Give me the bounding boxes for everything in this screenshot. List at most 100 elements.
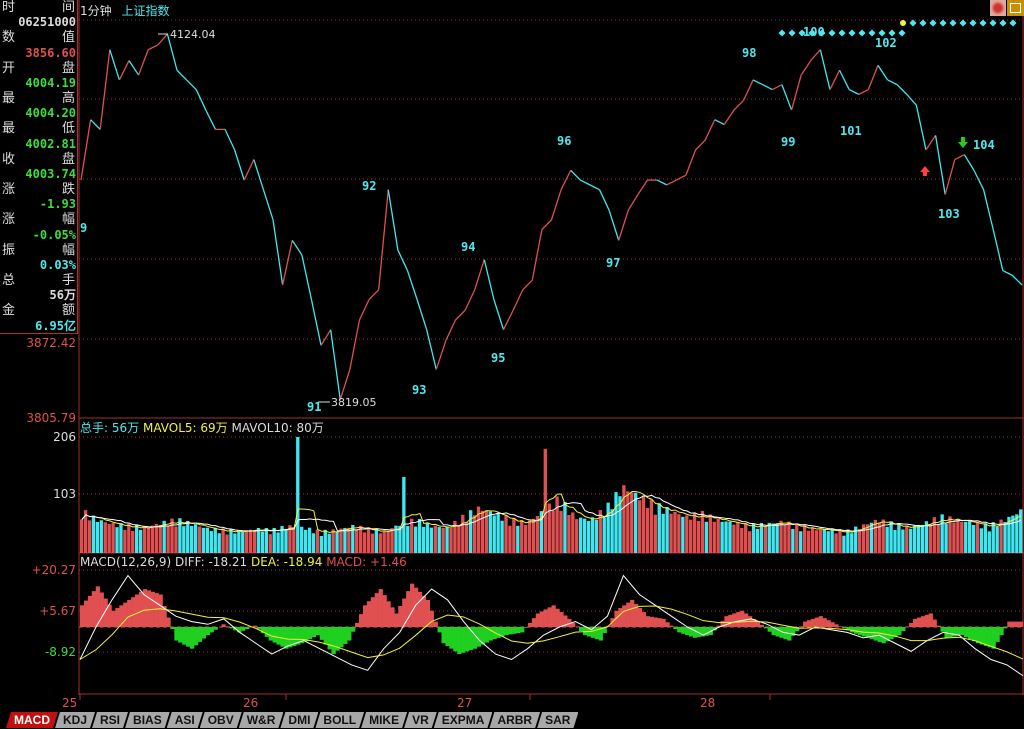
price-segment bbox=[973, 170, 985, 190]
volume-bar bbox=[406, 526, 410, 553]
tab-kdj[interactable]: KDJ bbox=[55, 712, 95, 728]
price-segment bbox=[829, 69, 841, 90]
tab-macd[interactable]: MACD bbox=[6, 712, 58, 728]
price-segment bbox=[310, 299, 322, 346]
volume-bar bbox=[468, 510, 473, 553]
macd-histogram-bar bbox=[1003, 627, 1008, 629]
signal-diamond bbox=[858, 29, 866, 37]
volume-bar bbox=[103, 522, 107, 553]
macd-histogram-bar bbox=[284, 627, 289, 649]
volume-bar bbox=[590, 517, 595, 553]
macd-histogram-bar bbox=[724, 616, 729, 627]
macd-histogram-bar bbox=[775, 627, 780, 637]
macd-histogram-bar bbox=[818, 616, 823, 627]
tab-boll[interactable]: BOLL bbox=[315, 712, 364, 728]
tab-arbr[interactable]: ARBR bbox=[489, 712, 540, 728]
macd-histogram-bar bbox=[123, 602, 128, 627]
volume-bar bbox=[288, 525, 292, 553]
macd-axis-label: +20.27 bbox=[31, 563, 76, 577]
volume-bar bbox=[916, 524, 921, 553]
macd-histogram-bar bbox=[618, 608, 623, 627]
volume-bar bbox=[928, 524, 933, 553]
macd-histogram-bar bbox=[131, 597, 136, 627]
volume-bar bbox=[850, 533, 854, 553]
tab-wr[interactable]: W&R bbox=[239, 712, 284, 728]
macd-histogram-bar bbox=[952, 627, 957, 637]
volume-bar bbox=[398, 525, 402, 553]
volume-bar bbox=[846, 529, 850, 553]
volume-bar bbox=[622, 485, 626, 553]
macd-histogram-bar bbox=[822, 618, 827, 627]
macd-histogram-bar bbox=[559, 612, 564, 627]
macd-histogram-bar bbox=[327, 627, 332, 650]
macd-histogram-bar bbox=[889, 627, 894, 640]
macd-histogram-bar bbox=[374, 593, 379, 627]
macd-histogram-bar bbox=[370, 597, 375, 627]
macd-histogram-bar bbox=[736, 612, 741, 627]
macd-axis-label: +5.67 bbox=[39, 604, 76, 618]
macd-histogram-bar bbox=[83, 600, 89, 627]
macd-histogram-bar bbox=[516, 627, 521, 634]
volume-axis-label: 206 bbox=[53, 430, 76, 444]
volume-bar bbox=[95, 521, 100, 553]
tab-bias[interactable]: BIAS bbox=[125, 712, 170, 728]
maximize-icon[interactable] bbox=[1007, 0, 1024, 16]
macd-histogram-bar bbox=[791, 627, 796, 636]
macd-histogram-bar bbox=[983, 627, 988, 646]
price-segment bbox=[742, 79, 754, 101]
macd-histogram-bar bbox=[500, 627, 505, 637]
price-segment bbox=[580, 179, 591, 186]
volume-bar bbox=[520, 519, 524, 553]
macd-histogram-bar bbox=[645, 616, 651, 627]
wave-label: 9 bbox=[80, 221, 88, 235]
macd-histogram-bar bbox=[696, 627, 702, 638]
macd-histogram-bar bbox=[453, 627, 458, 652]
tab-dmi[interactable]: DMI bbox=[280, 712, 318, 728]
volume-bar bbox=[983, 523, 988, 553]
volume-bar bbox=[641, 495, 646, 553]
macd-histogram-bar bbox=[689, 627, 694, 637]
volume-bar bbox=[311, 533, 316, 553]
info-value: 06251000 bbox=[18, 15, 76, 30]
volume-bar bbox=[830, 529, 834, 553]
date-label: 27 bbox=[457, 696, 473, 710]
volume-bar bbox=[127, 523, 131, 553]
period-label[interactable]: 1分钟 bbox=[80, 4, 112, 18]
volume-bar bbox=[413, 526, 418, 553]
tab-mike[interactable]: MIKE bbox=[361, 712, 407, 728]
volume-bar bbox=[465, 521, 469, 553]
volume-bar bbox=[201, 527, 206, 553]
macd-histogram-bar bbox=[323, 627, 328, 645]
volume-bar bbox=[512, 517, 516, 553]
macd-histogram-bar bbox=[103, 598, 108, 627]
price-segment bbox=[695, 139, 706, 151]
volume-bar bbox=[386, 530, 390, 553]
tab-sar[interactable]: SAR bbox=[537, 712, 578, 728]
volume-bar bbox=[575, 519, 579, 553]
volume-bar bbox=[791, 528, 795, 553]
macd-histogram-bar bbox=[99, 592, 104, 627]
signal-diamond bbox=[838, 29, 846, 37]
volume-bar bbox=[877, 522, 881, 553]
price-segment bbox=[138, 49, 149, 76]
macd-histogram-bar bbox=[241, 627, 246, 631]
info-label-left: 振 bbox=[2, 242, 16, 258]
volume-bar bbox=[610, 509, 614, 553]
tab-rsi[interactable]: RSI bbox=[92, 712, 128, 728]
volume-bar bbox=[221, 528, 225, 553]
tab-obv[interactable]: OBV bbox=[200, 712, 242, 728]
tab-vr[interactable]: VR bbox=[404, 712, 437, 728]
price-segment bbox=[733, 99, 745, 111]
tab-asi[interactable]: ASI bbox=[167, 712, 203, 728]
volume-bar bbox=[150, 525, 155, 553]
settings-gear-icon[interactable] bbox=[990, 0, 1006, 16]
volume-bar bbox=[810, 527, 815, 553]
price-segment bbox=[656, 179, 668, 186]
macd-histogram-bar bbox=[630, 599, 635, 627]
volume-bar bbox=[347, 527, 351, 553]
index-name[interactable]: 上证指数 bbox=[121, 4, 170, 18]
price-segment bbox=[502, 310, 514, 330]
volume-bar bbox=[775, 523, 779, 553]
tab-expma[interactable]: EXPMA bbox=[434, 712, 493, 728]
